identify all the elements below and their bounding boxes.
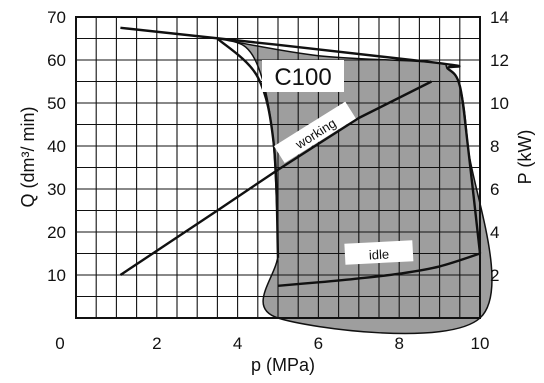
x-tick-label: 8 [394,334,403,353]
x-axis-title: p (MPa) [251,355,315,375]
y-tick-label-right: 10 [490,94,509,113]
y-axis-title-right: P (kW) [515,130,535,185]
series-line-0 [120,26,482,254]
shaded-operating-region [217,37,493,335]
series-line-2 [277,252,481,287]
x-tick-label: 0 [55,334,64,353]
region-label-box: C100 [262,60,344,92]
y-tick-label-right: 12 [490,51,509,70]
series-line-3 [216,37,280,258]
y-tick-label-left: 50 [47,94,66,113]
tick-labels: 0 2 4 6 8 10 10 20 30 40 50 60 70 2 4 6 8 10 12 14 [47,8,509,353]
plot-frame [75,16,481,319]
y-tick-label-right: 8 [490,137,499,156]
x-tick-label: 4 [233,334,242,353]
series-line-1 [119,80,433,276]
idle-label: idle [368,246,389,262]
x-tick-label: 10 [471,334,490,353]
y-tick-label-left: 40 [47,137,66,156]
region-label: C100 [274,64,331,91]
y-tick-label-left: 60 [47,51,66,70]
y-axis-title-left: Q (dm³/ min) [18,107,38,208]
y-tick-label-left: 30 [47,180,66,199]
y-tick-label-right: 6 [490,180,499,199]
series-lines [119,26,482,287]
y-tick-label-right: 2 [490,266,499,285]
y-tick-label-right: 4 [490,223,499,242]
y-tick-label-left: 70 [47,8,66,27]
y-tick-label-right: 14 [490,8,509,27]
y-tick-label-left: 10 [47,266,66,285]
x-tick-label: 6 [314,334,323,353]
y-tick-label-left: 20 [47,223,66,242]
x-tick-label: 2 [152,334,161,353]
idle-label-box: idle [344,240,414,265]
